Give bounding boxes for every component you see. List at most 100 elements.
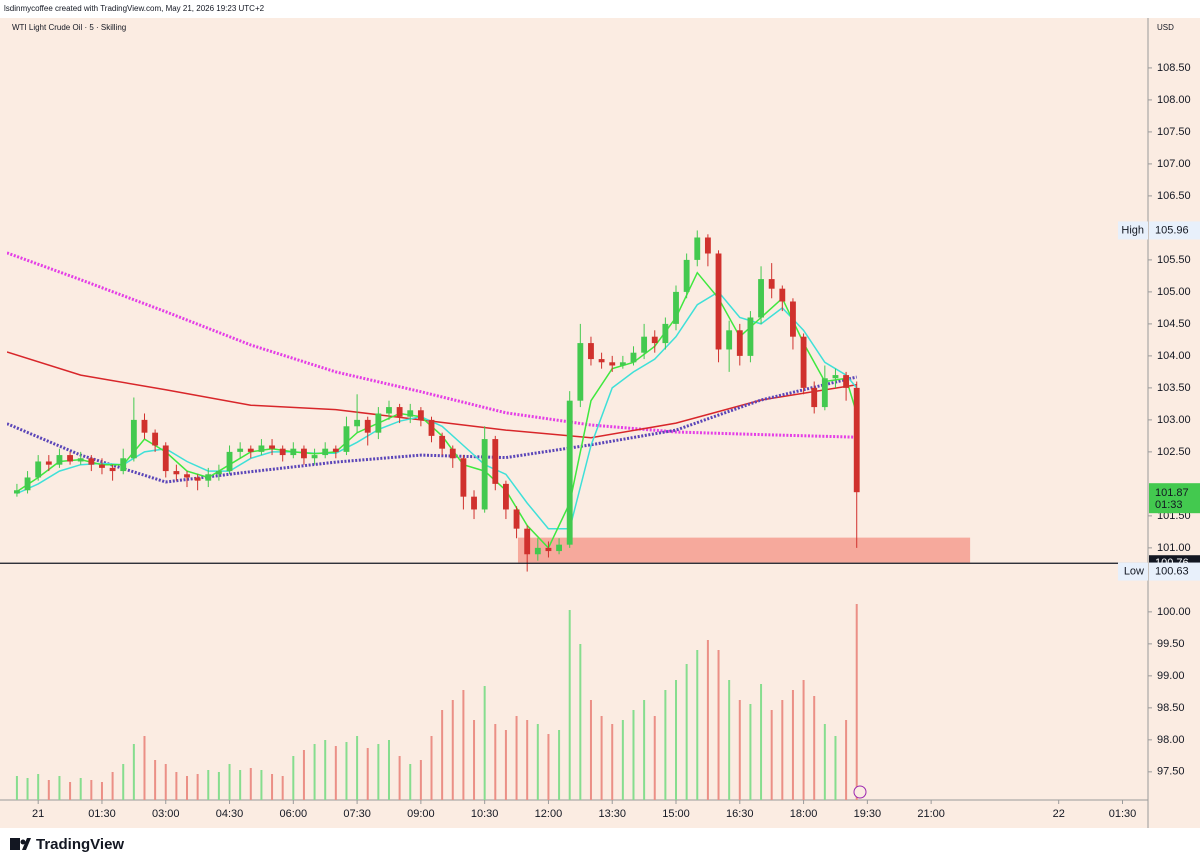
candle-body bbox=[524, 528, 531, 555]
y-tick-label: 107.50 bbox=[1157, 126, 1191, 138]
candle-body bbox=[821, 378, 828, 408]
candle-body bbox=[683, 259, 690, 292]
candle-body bbox=[747, 317, 754, 356]
volume-bar bbox=[749, 704, 752, 800]
volume-bar bbox=[302, 750, 305, 800]
volume-bar bbox=[409, 764, 412, 800]
candle-body bbox=[290, 448, 297, 456]
volume-bar bbox=[579, 644, 582, 800]
candle-body bbox=[194, 477, 201, 481]
moving-average bbox=[7, 375, 858, 484]
candle-body bbox=[662, 323, 669, 344]
header-bar bbox=[0, 0, 1200, 18]
volume-bar bbox=[100, 782, 103, 800]
volume-bar bbox=[196, 774, 199, 800]
candle-body bbox=[184, 474, 190, 478]
candle-body bbox=[120, 458, 127, 472]
y-tick-label: 105.50 bbox=[1157, 254, 1191, 266]
volume-bar bbox=[643, 700, 646, 800]
candle-body bbox=[726, 330, 733, 350]
volume-bar bbox=[292, 756, 295, 800]
candle-body bbox=[386, 407, 392, 414]
volume-bar bbox=[334, 746, 337, 800]
candle-body bbox=[396, 407, 403, 417]
candle-body bbox=[13, 490, 20, 494]
x-tick-label: 01:30 bbox=[88, 808, 116, 820]
candle-body bbox=[24, 477, 31, 491]
x-tick-label: 19:30 bbox=[854, 808, 882, 820]
volume-bar bbox=[473, 720, 476, 800]
plot bbox=[7, 230, 971, 800]
volume-bar bbox=[589, 700, 592, 800]
x-tick-label: 07:30 bbox=[343, 808, 371, 820]
volume-bar bbox=[356, 736, 359, 800]
candle-body bbox=[99, 464, 105, 468]
candle-body bbox=[428, 419, 435, 436]
candle-body bbox=[109, 467, 116, 472]
volume-bar bbox=[547, 734, 550, 800]
candle-body bbox=[811, 387, 818, 408]
candle-body bbox=[88, 458, 95, 465]
y-tick-label: 102.50 bbox=[1157, 446, 1191, 458]
candle-body bbox=[152, 432, 159, 446]
volume-bar bbox=[239, 770, 242, 800]
volume-bar bbox=[324, 740, 327, 800]
candle-body bbox=[407, 410, 414, 417]
volume-bar bbox=[313, 744, 316, 800]
volume-bar bbox=[69, 782, 72, 800]
volume-bar bbox=[621, 720, 624, 800]
volume-bar bbox=[526, 720, 529, 800]
candle-body bbox=[141, 419, 148, 433]
volume-bar bbox=[845, 720, 848, 800]
candle-body bbox=[258, 445, 265, 452]
y-tick-label: 107.00 bbox=[1157, 158, 1191, 170]
candle-body bbox=[471, 496, 477, 510]
volume-bar bbox=[132, 744, 135, 800]
volume-bar bbox=[834, 736, 837, 800]
y-tick-label: 101.00 bbox=[1157, 542, 1191, 554]
candle-body bbox=[77, 458, 84, 462]
volume-bar bbox=[387, 740, 390, 800]
marker-label-box bbox=[1118, 221, 1148, 240]
candle-body bbox=[502, 483, 509, 510]
volume-bar bbox=[696, 650, 699, 800]
marker-price-box bbox=[1149, 221, 1200, 240]
volume-bar bbox=[664, 690, 667, 800]
candle-body bbox=[322, 448, 329, 456]
volume-bar bbox=[770, 710, 773, 800]
x-tick-label: 10:30 bbox=[471, 808, 499, 820]
candle-body bbox=[588, 343, 594, 360]
volume-bar bbox=[217, 772, 220, 800]
volume-bar bbox=[122, 764, 125, 800]
candle-body bbox=[439, 435, 446, 449]
x-tick-label: 16:30 bbox=[726, 808, 754, 820]
candle-body bbox=[800, 336, 807, 388]
marker-label-box bbox=[1118, 562, 1148, 581]
candle-body bbox=[332, 448, 339, 452]
candle-body bbox=[534, 547, 541, 555]
candle-body bbox=[449, 448, 456, 459]
event-icon bbox=[853, 785, 867, 799]
y-tick-label: 105.00 bbox=[1157, 286, 1191, 298]
volume-bar bbox=[558, 730, 561, 800]
volume-bar bbox=[186, 776, 189, 800]
logo-dot bbox=[20, 839, 26, 845]
header-text: lsdinmycoffee created with TradingView.c… bbox=[4, 4, 265, 13]
volume-bar bbox=[228, 764, 231, 800]
x-tick-label: 13:30 bbox=[598, 808, 626, 820]
moving-average bbox=[7, 251, 857, 439]
candle-body bbox=[779, 288, 786, 302]
candle-body bbox=[609, 362, 616, 366]
volume-bar bbox=[855, 604, 858, 800]
logo-slash bbox=[22, 838, 31, 850]
candle-body bbox=[630, 352, 637, 363]
candle-body bbox=[715, 253, 722, 350]
candle-body bbox=[215, 471, 222, 475]
x-tick-label: 01:30 bbox=[1109, 808, 1137, 820]
candle-body bbox=[513, 509, 520, 529]
volume-bar bbox=[706, 640, 709, 800]
marker-price: 105.96 bbox=[1155, 224, 1189, 236]
marker-price-box bbox=[1149, 562, 1200, 581]
volume-bar bbox=[685, 664, 688, 800]
